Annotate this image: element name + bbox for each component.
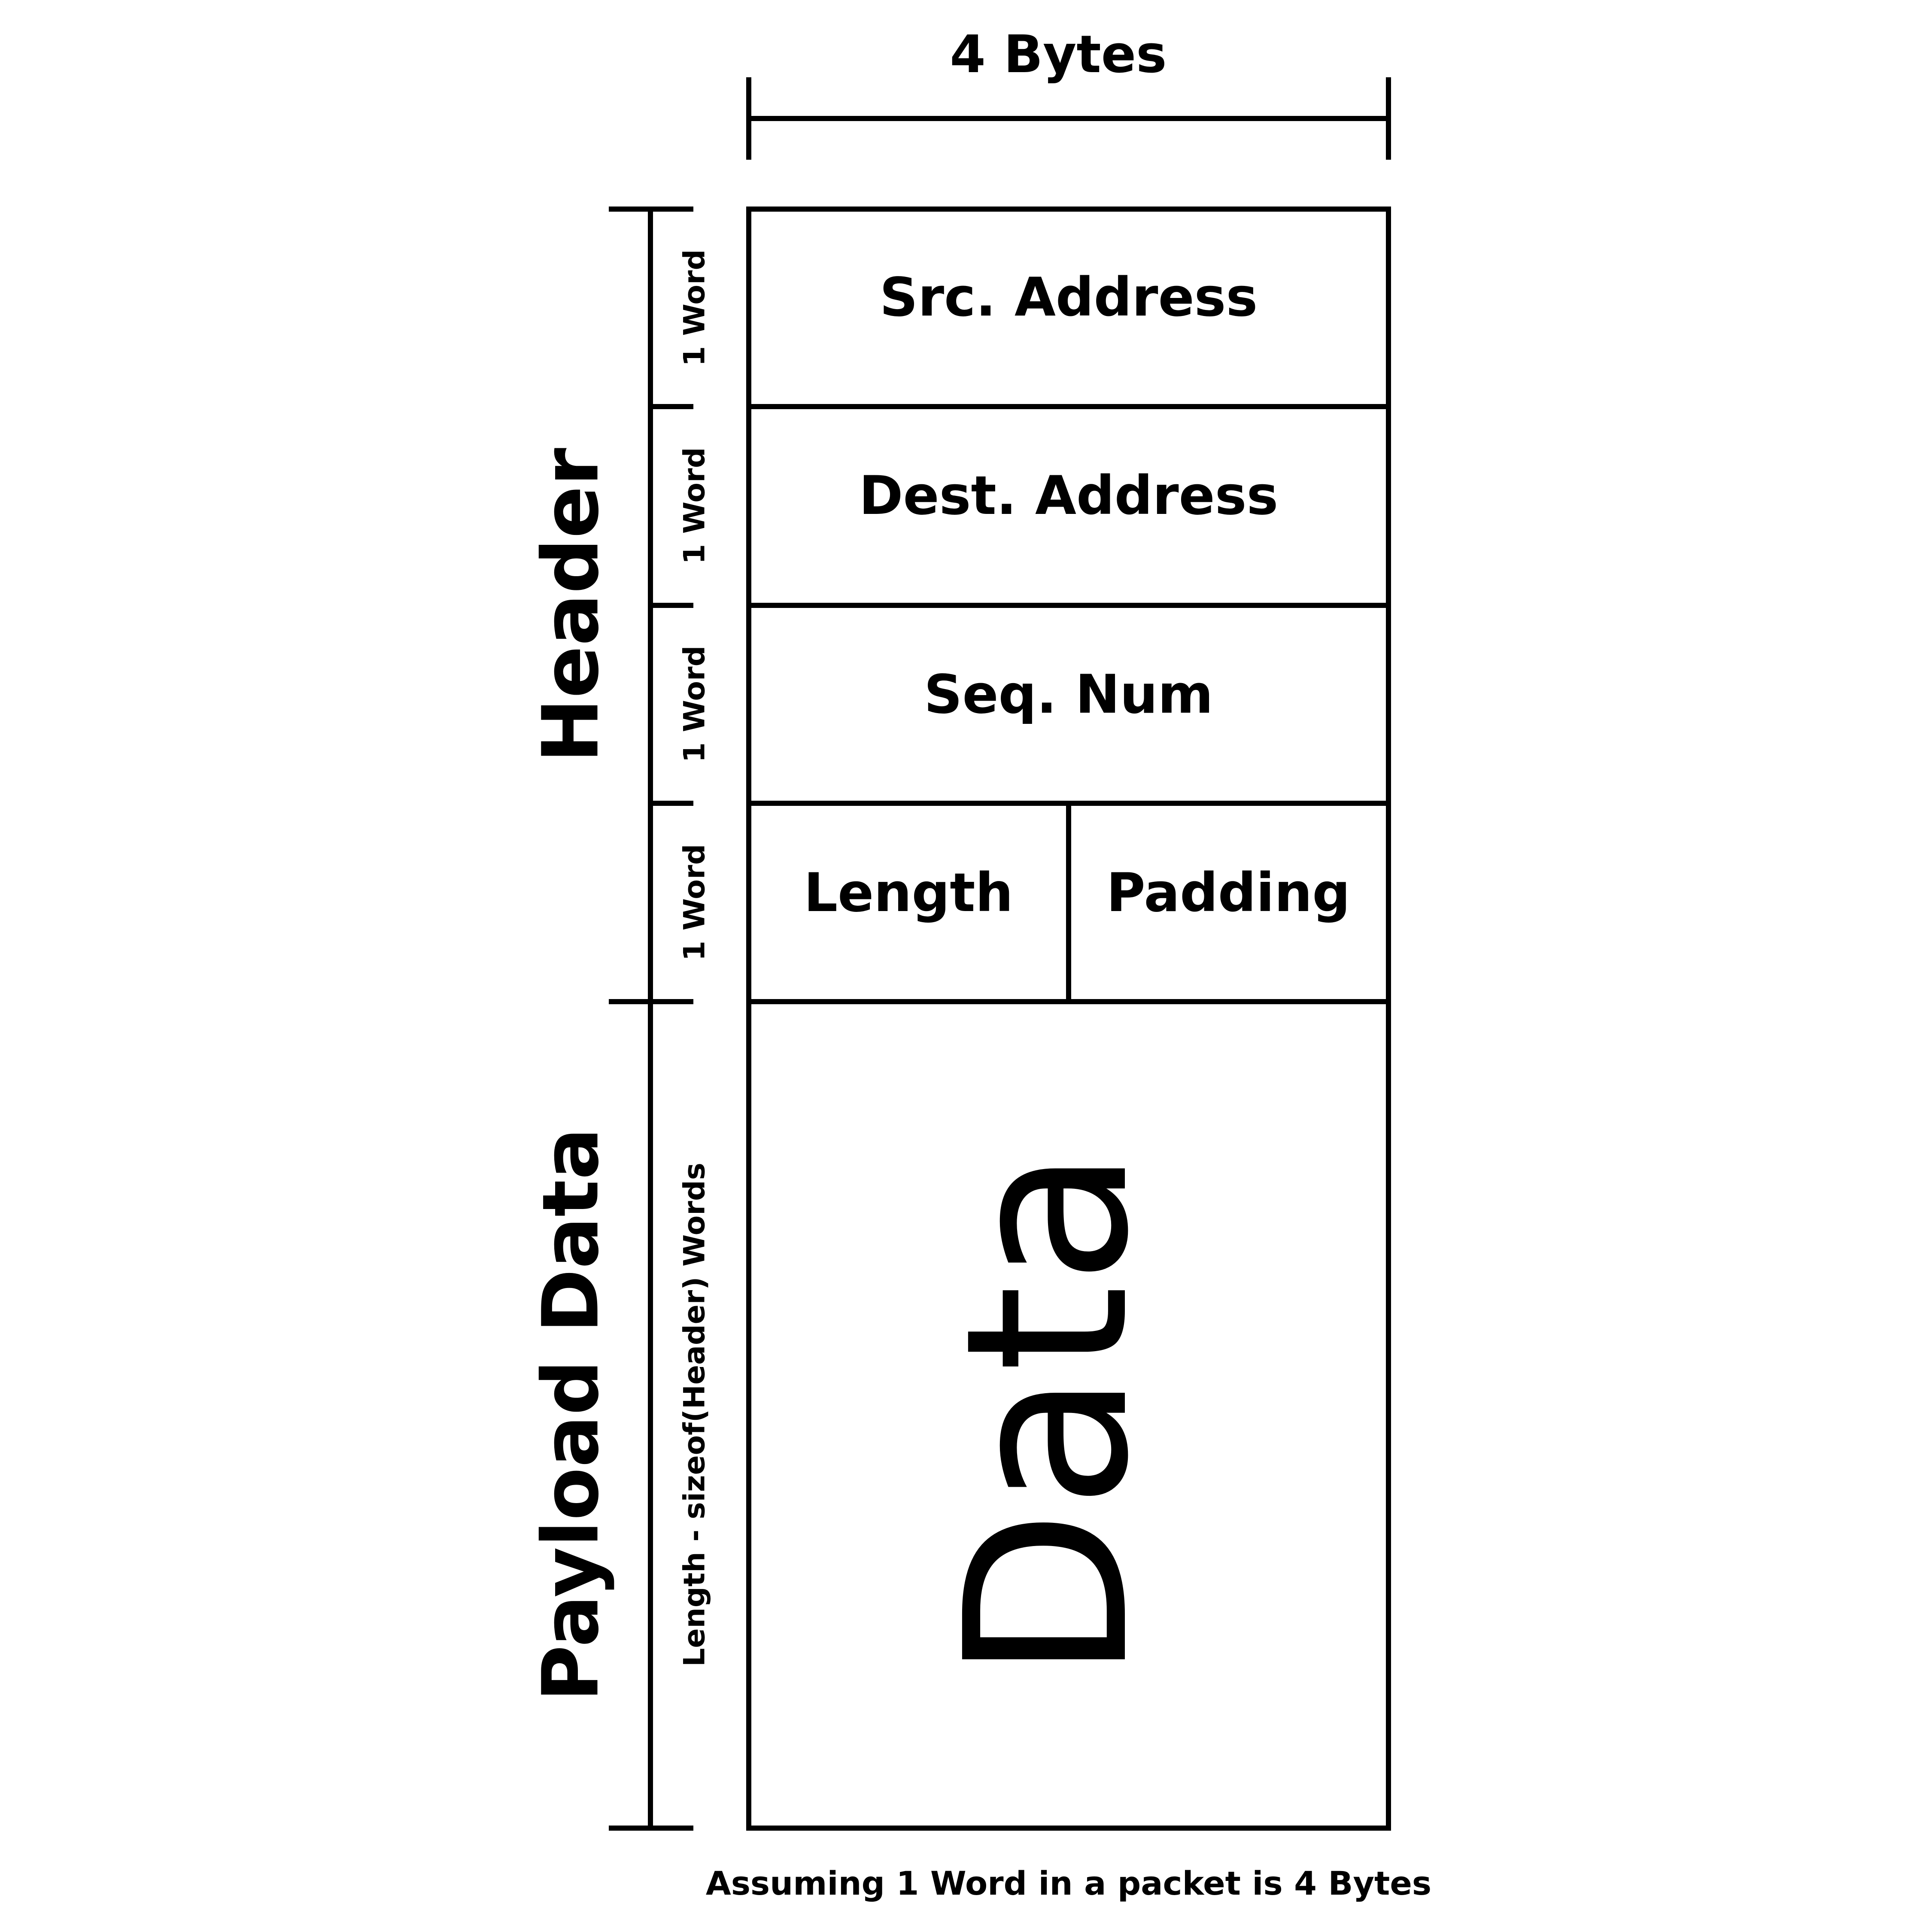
word-label-3: 1 Word (678, 646, 712, 763)
data-field: Data (917, 1148, 1178, 1681)
payload-size-label: Length - sizeof(Header) Words (678, 1163, 712, 1667)
width-label: 4 Bytes (950, 25, 1166, 85)
word-label-4: 1 Word (678, 844, 712, 961)
word-label-2: 1 Word (678, 447, 712, 565)
padding-field: Padding (1106, 862, 1350, 924)
packet-box (746, 207, 1391, 1831)
footnote: Assuming 1 Word in a packet is 4 Bytes (706, 1864, 1431, 1902)
dest-address-field: Dest. Address (859, 465, 1279, 527)
src-address-field: Src. Address (880, 267, 1258, 328)
length-field: Length (804, 862, 1013, 924)
payload-section-label: Payload Data (526, 1127, 616, 1701)
word-label-1: 1 Word (678, 249, 712, 367)
size-bracket (609, 207, 693, 1831)
seq-num-field: Seq. Num (924, 664, 1213, 726)
header-section-label: Header (526, 448, 616, 763)
width-dimension-bracket (746, 77, 1391, 160)
